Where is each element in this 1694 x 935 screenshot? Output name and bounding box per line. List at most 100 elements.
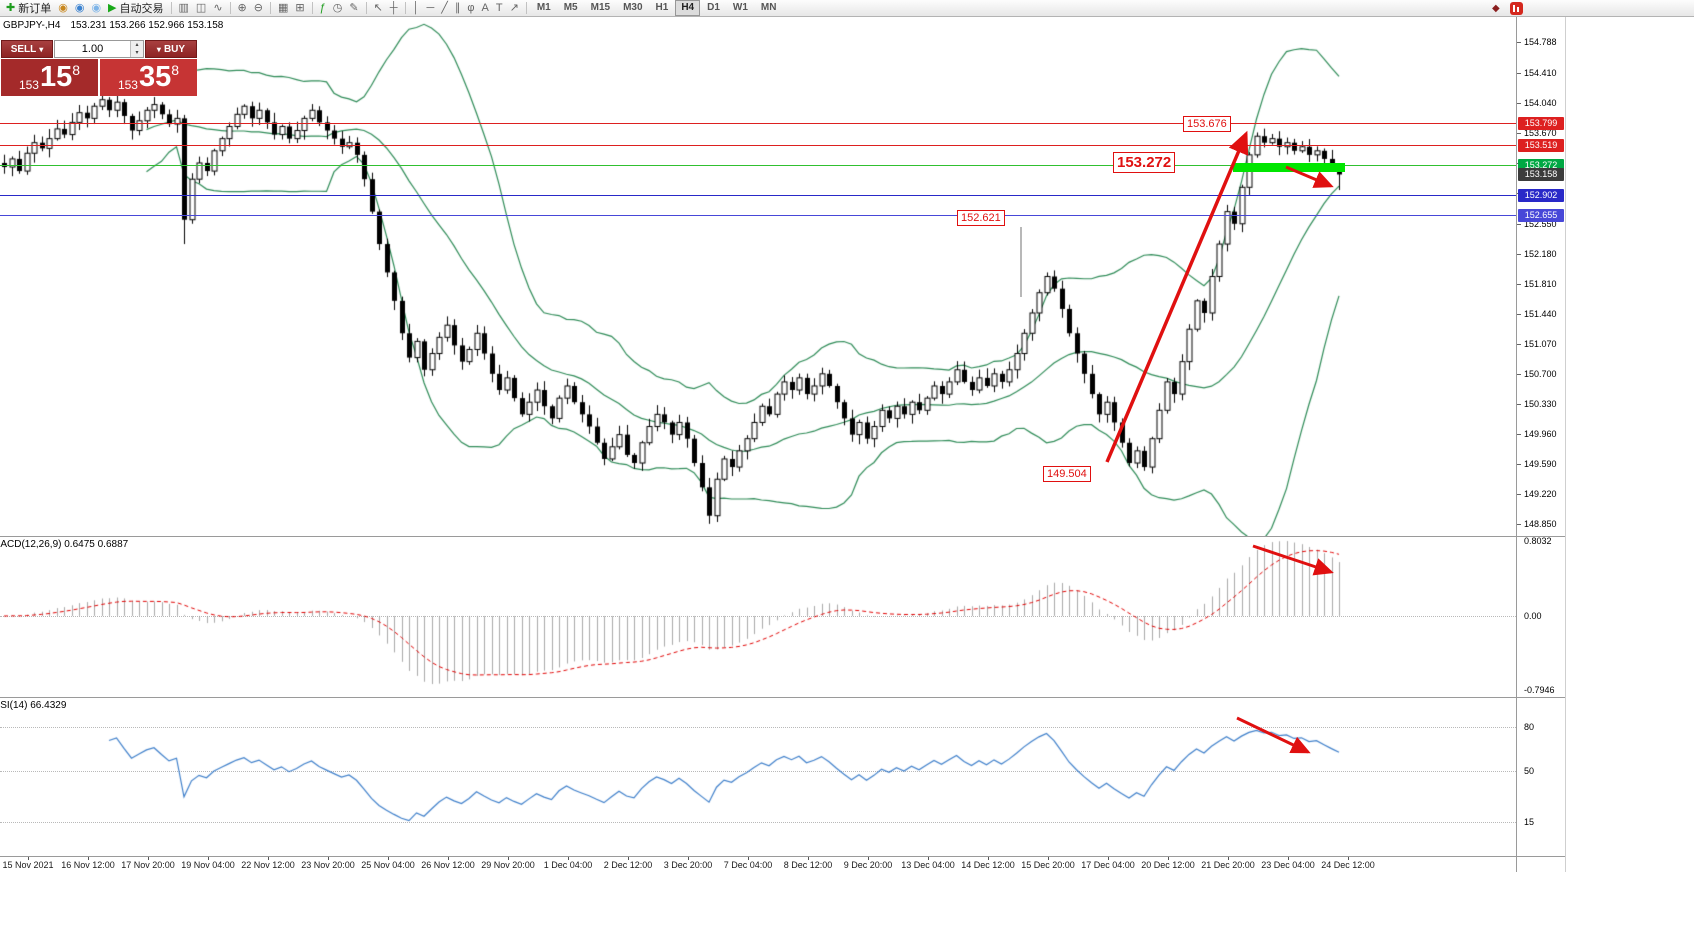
mail-icon[interactable]: ◆ xyxy=(1492,3,1500,14)
toolbar-separator xyxy=(170,2,172,14)
periods-button-icon: ◷ xyxy=(332,1,343,14)
volume-down-button[interactable]: ▾ xyxy=(131,49,143,57)
cursor-button[interactable]: ↖ xyxy=(371,1,386,16)
time-axis-tick xyxy=(568,857,569,860)
time-axis-tick xyxy=(208,857,209,860)
chevron-down-icon: ▾ xyxy=(156,44,161,54)
price-scale-label: 151.810 xyxy=(1524,278,1557,289)
horizontal-line-button-icon: ─ xyxy=(426,1,435,14)
timeframe-h4[interactable]: H4 xyxy=(675,0,701,16)
toolbar-separator xyxy=(269,2,271,14)
bar-chart-button[interactable]: ▥ xyxy=(176,1,192,16)
rsi-scale-label: 80 xyxy=(1524,721,1535,732)
mql5-community-button[interactable]: ◉ xyxy=(72,1,88,16)
price-scale-label: 150.700 xyxy=(1524,368,1557,379)
compass-button[interactable]: ◉ xyxy=(55,1,71,16)
horizontal-level-line[interactable] xyxy=(0,195,1516,196)
panel-separator xyxy=(0,856,1565,857)
grid-button[interactable]: ▦ xyxy=(275,1,291,16)
chart-title: GBPJPY-,H4 153.231 153.266 152.966 153.15… xyxy=(3,20,223,31)
timeframe-m1[interactable]: M1 xyxy=(536,2,551,13)
price-chart-canvas[interactable] xyxy=(0,17,1516,536)
sell-button[interactable]: SELL ▾ xyxy=(1,40,53,58)
time-label: 15 Nov 2021 xyxy=(2,860,54,870)
level-price-box: 152.902 xyxy=(1518,189,1564,203)
arrows-button[interactable]: ↗ xyxy=(507,1,522,16)
channel-button[interactable]: ∥ xyxy=(452,1,464,16)
time-label: 17 Nov 20:00 xyxy=(121,860,175,870)
low-price-label[interactable]: 149.504 xyxy=(1043,466,1091,482)
time-label: 29 Nov 20:00 xyxy=(481,860,535,870)
horizontal-line-button[interactable]: ─ xyxy=(423,1,437,16)
vertical-line-button[interactable]: │ xyxy=(410,1,423,16)
resistance-price-label[interactable]: 153.272 xyxy=(1113,152,1176,173)
price-scale-label: 154.410 xyxy=(1524,67,1557,78)
grid-button-icon: ▦ xyxy=(277,1,289,14)
price-scale[interactable]: 154.788154.410154.040153.670153.300152.9… xyxy=(1516,17,1566,872)
timeframe-d1[interactable]: D1 xyxy=(707,2,720,13)
text-button[interactable]: A xyxy=(479,1,492,16)
price-scale-label: 154.040 xyxy=(1524,97,1557,108)
chat-button-icon: ◉ xyxy=(91,1,102,14)
price-scale-tick xyxy=(1517,72,1521,74)
level-price-box: 153.799 xyxy=(1518,116,1564,130)
timeframe-h1[interactable]: H1 xyxy=(655,2,669,13)
volume-up-button[interactable]: ▴ xyxy=(131,41,143,49)
zoom-in-button-icon: ⊕ xyxy=(237,1,247,14)
price-scale-tick xyxy=(1517,313,1521,315)
rsi-panel-canvas[interactable] xyxy=(0,698,1516,856)
trendline-button[interactable]: ╱ xyxy=(438,1,451,16)
time-axis-tick xyxy=(1108,857,1109,860)
crosshair-button[interactable]: ┼ xyxy=(387,1,401,16)
periods-button[interactable]: ◷ xyxy=(330,1,346,16)
autotrading-button[interactable]: ▶ 自动交易 xyxy=(105,1,166,16)
time-axis-tick xyxy=(1228,857,1229,860)
fibonacci-button[interactable]: φ xyxy=(464,1,477,16)
zoom-out-button[interactable]: ⊖ xyxy=(251,1,266,16)
horizontal-level-line[interactable] xyxy=(0,215,1516,216)
time-label: 22 Nov 12:00 xyxy=(241,860,295,870)
tile-windows-button[interactable]: ⊞ xyxy=(292,1,307,16)
line-chart-button[interactable]: ∿ xyxy=(210,1,225,16)
price-alert-icon[interactable] xyxy=(1510,2,1523,15)
timeframe-m15[interactable]: M15 xyxy=(590,2,611,13)
timeframe-m5[interactable]: M5 xyxy=(563,2,578,13)
sell-price-display[interactable]: 153 15 8 xyxy=(1,59,98,96)
horizontal-level-line[interactable] xyxy=(0,165,1516,166)
indicators-button[interactable]: ƒ xyxy=(317,1,329,16)
horizontal-level-line[interactable] xyxy=(0,145,1516,146)
time-label: 25 Nov 04:00 xyxy=(361,860,415,870)
timeframe-m30[interactable]: M30 xyxy=(623,2,643,13)
time-axis-tick xyxy=(88,857,89,860)
price-scale-label: 152.180 xyxy=(1524,248,1557,259)
timeframe-w1[interactable]: W1 xyxy=(732,2,748,13)
zoom-in-button[interactable]: ⊕ xyxy=(235,1,250,16)
buy-price-display[interactable]: 153 35 8 xyxy=(100,59,197,96)
templates-button[interactable]: ✎ xyxy=(346,1,361,16)
new-order-button[interactable]: ✚ 新订单 xyxy=(3,1,54,16)
volume-input[interactable] xyxy=(55,42,130,56)
highlight-zone-rect[interactable] xyxy=(1233,163,1345,172)
timeframe-mn[interactable]: MN xyxy=(760,2,777,13)
time-axis-tick xyxy=(1048,857,1049,860)
panel-separator[interactable] xyxy=(0,697,1565,698)
time-axis-tick xyxy=(868,857,869,860)
compass-button-icon: ◉ xyxy=(58,1,68,14)
chat-button[interactable]: ◉ xyxy=(88,1,104,16)
mid-price-label[interactable]: 152.621 xyxy=(957,210,1005,226)
toolbar-separator xyxy=(229,2,231,14)
one-click-trading-panel: SELL ▾ ▴ ▾ ▾ BUY 153 15 8 153 xyxy=(1,40,197,96)
time-axis-tick xyxy=(388,857,389,860)
macd-panel-canvas[interactable] xyxy=(0,537,1516,697)
buy-button[interactable]: ▾ BUY xyxy=(145,40,197,58)
macd-scale-label: 0.00 xyxy=(1524,611,1542,621)
price-scale-tick xyxy=(1517,433,1521,435)
panel-separator[interactable] xyxy=(0,536,1565,537)
text-label-button[interactable]: T xyxy=(493,1,506,16)
horizontal-level-line[interactable] xyxy=(0,123,1516,124)
peak-price-label[interactable]: 153.676 xyxy=(1183,116,1231,132)
time-axis-tick xyxy=(28,857,29,860)
time-label: 20 Dec 12:00 xyxy=(1141,860,1195,870)
time-axis[interactable]: 15 Nov 2021 16 Nov 12:00 17 Nov 20:00 19 No… xyxy=(0,857,1516,872)
candlestick-chart-button[interactable]: ◫ xyxy=(193,1,209,16)
